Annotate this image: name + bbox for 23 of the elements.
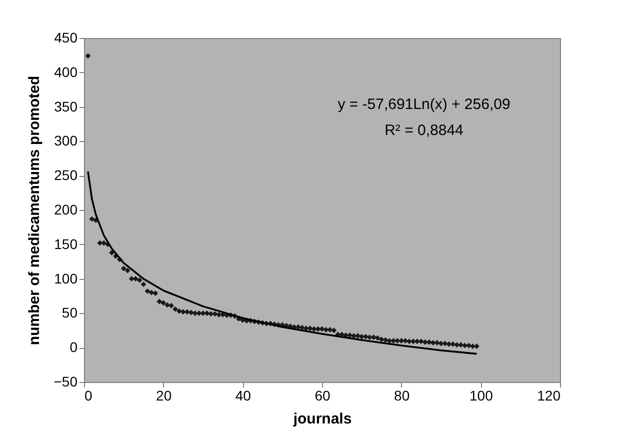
y-tick-label: 450 — [54, 30, 78, 46]
x-tick-label: 120 — [537, 388, 561, 404]
y-tick-label: 350 — [54, 98, 78, 114]
annotation: y = -57,691Ln(x) + 256,09 — [338, 96, 510, 113]
y-tick-label: 150 — [54, 236, 78, 252]
x-tick-label: 20 — [156, 388, 172, 404]
y-tick-label: 300 — [54, 132, 78, 149]
y-axis-title: number of medicamentums promoted — [26, 76, 43, 346]
x-tick-label: 60 — [314, 388, 330, 404]
y-tick-label: 250 — [54, 167, 78, 184]
x-tick-label: 100 — [469, 388, 494, 404]
line-series — [87, 170, 478, 355]
x-tick-label: 40 — [235, 388, 252, 404]
y-tick-label: 0 — [70, 339, 78, 356]
y-tick-label: 50 — [62, 304, 78, 321]
y-tick-label: −50 — [54, 374, 78, 390]
annotation: R² = 0,8844 — [384, 122, 464, 139]
x-tick-label: 80 — [394, 388, 410, 404]
x-tick-label: 0 — [84, 388, 92, 404]
x-axis-title: journals — [292, 410, 352, 428]
y-tick-label: 400 — [54, 64, 78, 80]
y-tick-label: 200 — [54, 202, 78, 218]
y-tick-label: 100 — [54, 270, 78, 286]
